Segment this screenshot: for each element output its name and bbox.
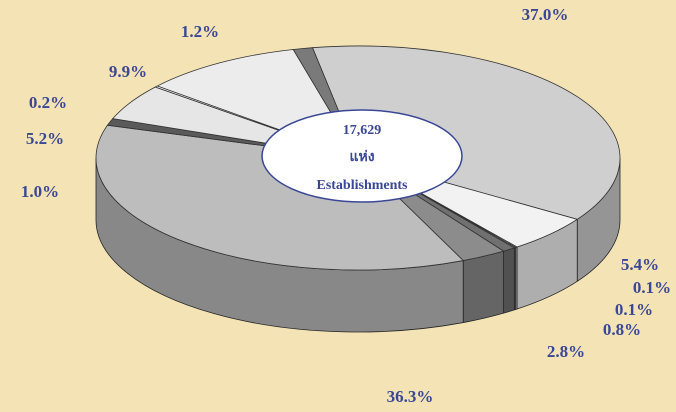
slice-side [462,250,504,324]
slice-top [95,124,465,271]
center-text: Establishments [316,178,408,193]
data-label: 5.2% [26,129,64,148]
data-label: 5.4% [621,255,659,274]
data-label: 36.3% [387,387,434,406]
data-label: 1.0% [21,182,59,201]
data-label: 0.8% [603,320,641,339]
data-label: 2.8% [547,342,585,361]
center-text: แห่ง [349,149,374,165]
data-label: 0.2% [29,93,67,112]
center-ellipse [261,109,463,203]
data-label: 37.0% [522,5,569,24]
slice-side [503,247,515,314]
data-label: 0.1% [615,300,653,319]
data-label: 0.1% [633,278,671,297]
slice-top [311,45,621,220]
data-label: 1.2% [181,22,219,41]
data-label: 9.9% [109,62,147,81]
center-text: 17,629 [343,123,382,138]
